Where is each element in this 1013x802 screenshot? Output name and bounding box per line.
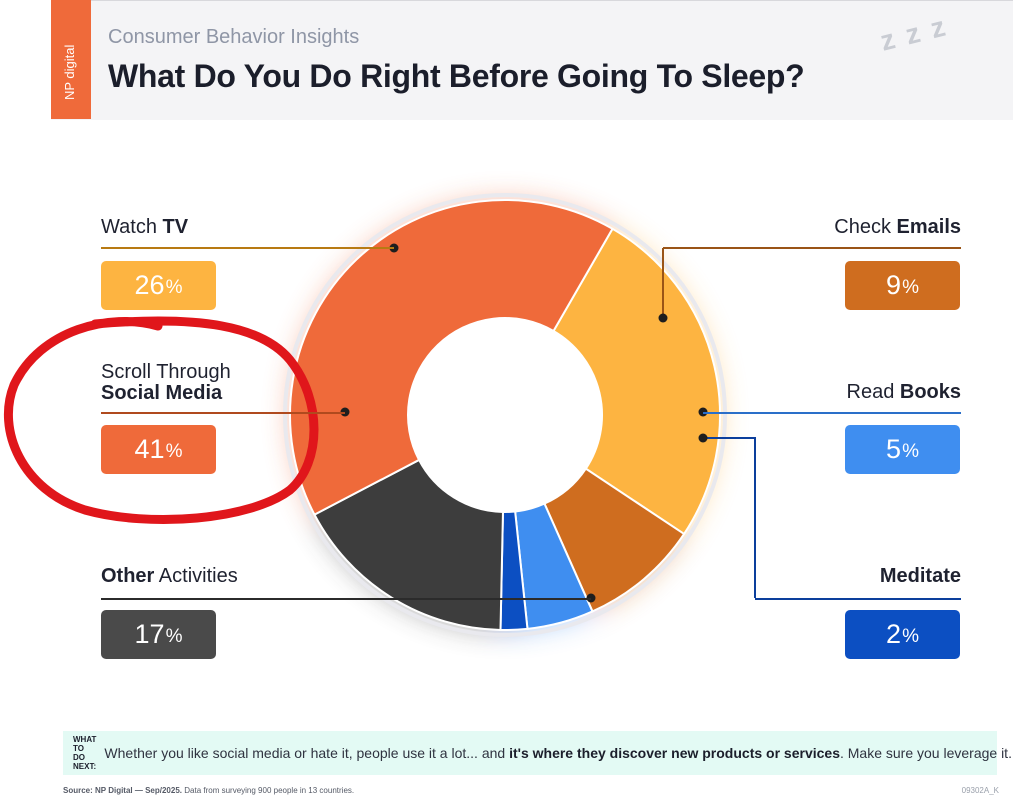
chart-subtitle: Consumer Behavior Insights [108, 26, 360, 48]
badge-read-books: 5% [845, 425, 960, 474]
chart-code: 09302A_K [961, 786, 999, 795]
donut-slices [289, 199, 721, 631]
badge-check-emails: 9% [845, 261, 960, 310]
brand-tab [51, 0, 91, 119]
connector-other-activities [101, 598, 591, 600]
connector-dot-social-media [340, 407, 350, 417]
connector-dot-other-activities [586, 593, 596, 603]
what-to-do-next-tag: WHAT TO DO NEXT: [73, 735, 97, 771]
connector-read-books [703, 412, 961, 414]
badge-other-activities: 17% [101, 610, 216, 659]
label-read-books: Read Books [846, 381, 962, 403]
connector-dot-check-emails [658, 313, 668, 323]
source-note: Source: NP Digital — Sep/2025. Data from… [63, 786, 355, 795]
connector-dot-watch-tv [389, 243, 399, 253]
label-other-activities: Other Activities [101, 565, 238, 587]
connector-elbow-meditate [703, 437, 756, 598]
donut-outer-ring [283, 193, 727, 637]
what-to-do-next-text: Whether you like social media or hate it… [104, 745, 1012, 761]
chart-title: What Do You Do Right Before Going To Sle… [108, 58, 805, 94]
badge-watch-tv: 26% [101, 261, 216, 310]
what-to-do-next-box: WHAT TO DO NEXT: Whether you like social … [63, 731, 1012, 775]
badge-social-media: 41% [101, 425, 216, 474]
connector-meditate [755, 598, 961, 600]
header-banner [51, 0, 1013, 120]
label-check-emails: Check Emails [834, 216, 961, 238]
label-meditate: Meditate [879, 565, 961, 587]
label-watch-tv: Watch TV [101, 216, 189, 238]
label-social-media-line1: Scroll Through [101, 361, 231, 383]
connector-check-emails [663, 247, 961, 249]
hand-drawn-highlight-circle [3, 316, 319, 524]
connector-social-media [101, 412, 345, 414]
connector-watch-tv [101, 247, 394, 249]
connector-dot-meditate [698, 433, 708, 443]
badge-meditate: 2% [845, 610, 960, 659]
donut-hole [408, 318, 602, 512]
label-social-media-line2: Social Media [101, 382, 223, 404]
